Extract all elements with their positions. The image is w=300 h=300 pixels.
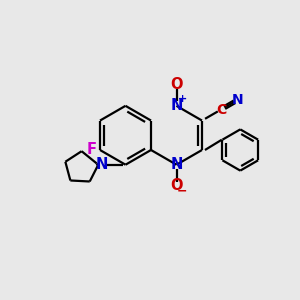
Text: +: +	[178, 94, 188, 104]
Text: −: −	[177, 185, 188, 198]
Text: O: O	[170, 77, 183, 92]
Text: F: F	[87, 142, 97, 158]
Text: C: C	[216, 103, 226, 116]
Text: N: N	[170, 157, 183, 172]
Text: N: N	[232, 93, 244, 107]
Text: N: N	[96, 157, 108, 172]
Text: O: O	[170, 178, 183, 194]
Text: N: N	[170, 98, 183, 113]
